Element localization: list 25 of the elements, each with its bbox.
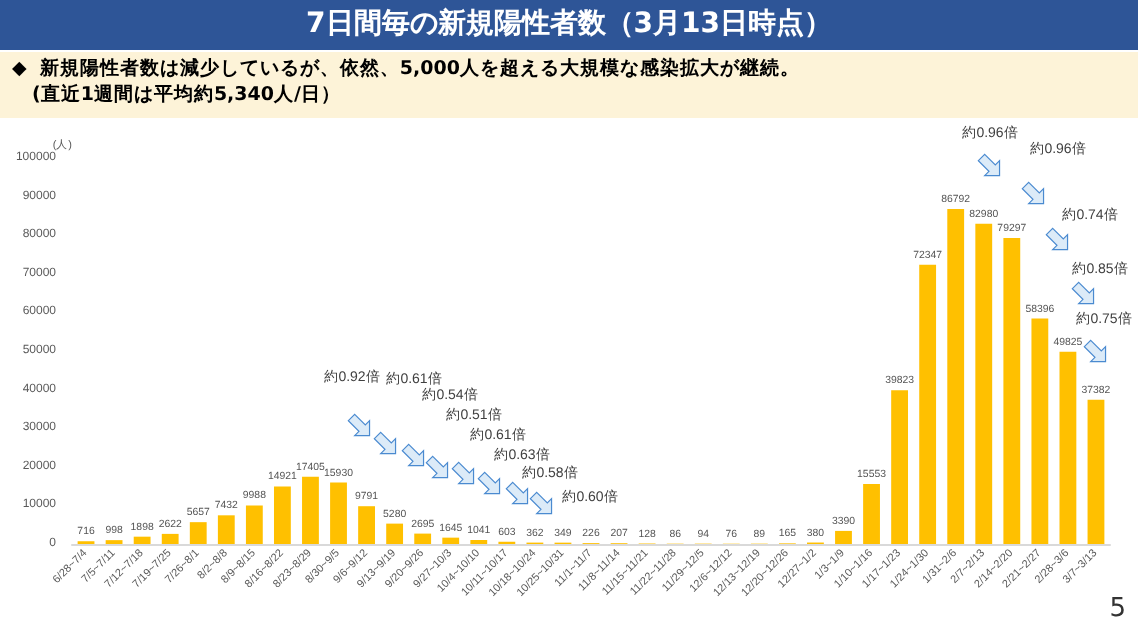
bar xyxy=(358,506,375,544)
bar xyxy=(947,208,965,544)
chart-subtitle: ◆ 新規陽性者数は減少しているが、依然、5,000人を超える大規模な感染拡大が継続。 (直近1週間は平均約5,340人/日） xyxy=(0,52,1138,118)
text: 5 xyxy=(1109,594,1126,624)
bar xyxy=(442,537,460,544)
bar xyxy=(302,476,319,544)
bar xyxy=(835,530,852,544)
bar xyxy=(891,390,909,544)
bar xyxy=(1059,351,1077,544)
bar xyxy=(975,223,993,544)
bar xyxy=(1003,237,1021,544)
bar xyxy=(217,515,235,544)
bar xyxy=(386,523,404,544)
chart-title: 7日間毎の新規陽性者数（3月13日時点） xyxy=(0,0,1138,50)
bar xyxy=(1031,318,1049,544)
bar xyxy=(414,533,432,544)
bar xyxy=(1087,399,1105,544)
bar xyxy=(330,482,347,544)
bar xyxy=(161,533,179,544)
bar xyxy=(133,536,151,544)
bar xyxy=(245,505,263,544)
bar xyxy=(273,486,291,544)
bar xyxy=(189,522,207,544)
bar xyxy=(919,264,937,544)
bar xyxy=(863,483,880,544)
